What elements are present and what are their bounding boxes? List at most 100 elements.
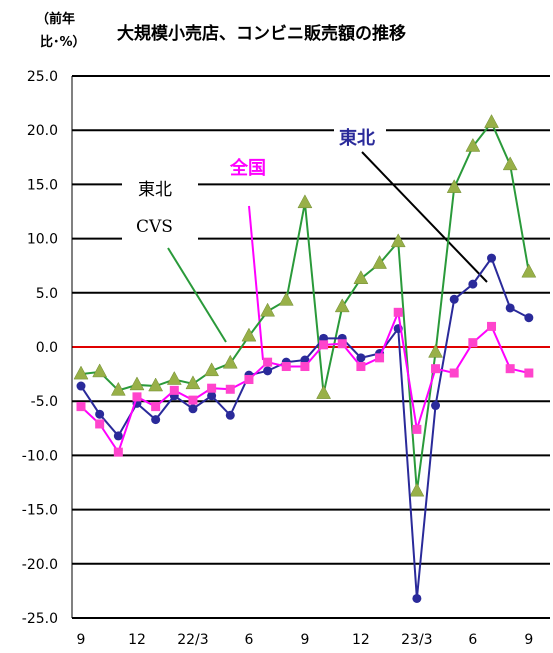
data-point-tohoku_cvs: [73, 365, 89, 380]
data-point-national: [412, 424, 422, 434]
data-point-national: [356, 362, 366, 372]
cvs-label-line2: CVS: [136, 217, 173, 237]
data-point-tohoku_cvs: [372, 255, 387, 269]
data-point-tohoku_cvs: [353, 270, 369, 284]
data-point-national: [300, 362, 310, 372]
data-point-tohoku_dept: [151, 415, 161, 425]
data-point-national: [151, 402, 161, 412]
tohoku-label-box: [334, 124, 386, 150]
data-point-tohoku_dept: [76, 381, 86, 391]
data-point-national: [524, 368, 534, 378]
national-label-box: [224, 154, 274, 180]
x-tick-label: 9: [77, 632, 86, 648]
data-point-tohoku_dept: [505, 303, 515, 313]
data-point-tohoku_dept: [468, 279, 478, 289]
unit-label-line1: （前年: [36, 11, 75, 27]
y-tick-label: -25.0: [22, 611, 58, 627]
x-tick-label: 12: [128, 632, 146, 648]
data-point-national: [188, 395, 198, 405]
data-point-national: [95, 419, 105, 429]
cvs-label-box: [122, 170, 198, 244]
data-point-tohoku_dept: [225, 410, 235, 420]
data-point-national: [468, 338, 478, 348]
data-point-national: [169, 385, 179, 395]
data-point-tohoku_cvs: [110, 381, 126, 396]
data-point-tohoku_cvs: [316, 385, 331, 399]
tohoku-label: 東北: [339, 127, 375, 149]
data-point-national: [207, 383, 217, 393]
data-point-national: [113, 447, 123, 457]
data-point-tohoku_cvs: [484, 114, 499, 128]
tohoku-leader-line: [361, 151, 488, 283]
data-point-national: [319, 340, 329, 350]
data-point-tohoku_cvs: [148, 377, 164, 392]
data-point-tohoku_cvs: [129, 376, 145, 391]
y-tick-label: 10.0: [27, 232, 58, 248]
y-tick-label: 20.0: [27, 123, 58, 139]
y-tick-label: 25.0: [27, 69, 58, 85]
y-tick-label: -10.0: [22, 448, 58, 464]
national-leader-line: [248, 205, 264, 361]
y-tick-label: 15.0: [27, 177, 58, 193]
data-point-national: [505, 364, 515, 374]
data-point-national: [132, 392, 142, 402]
data-point-national: [449, 368, 459, 378]
series-group: [73, 114, 537, 603]
data-point-tohoku_cvs: [278, 291, 294, 306]
data-point-tohoku_cvs: [92, 363, 108, 378]
y-tick-label: 5.0: [36, 286, 58, 302]
data-point-national: [393, 307, 403, 317]
y-tick-label: -15.0: [22, 503, 58, 519]
data-point-tohoku_dept: [188, 404, 198, 414]
y-tick-label: 0.0: [36, 340, 58, 356]
data-point-tohoku_dept: [412, 593, 422, 603]
x-tick-label: 9: [524, 632, 533, 648]
data-point-tohoku_cvs: [428, 343, 443, 358]
data-point-tohoku_dept: [449, 294, 459, 304]
x-tick-label: 6: [244, 632, 253, 648]
data-point-national: [76, 402, 86, 412]
data-point-tohoku_dept: [356, 353, 366, 363]
unit-label-line2: 比･%）: [40, 34, 86, 50]
x-tick-label: 6: [468, 632, 477, 648]
data-point-tohoku_cvs: [409, 482, 425, 497]
data-point-tohoku_cvs: [204, 362, 220, 377]
data-point-tohoku_cvs: [260, 302, 276, 317]
data-point-tohoku_cvs: [446, 179, 462, 193]
cvs-label-line1: 東北: [138, 180, 172, 200]
data-point-tohoku_cvs: [297, 194, 313, 209]
cvs-leader-line: [167, 247, 227, 343]
data-point-national: [487, 321, 497, 331]
data-point-national: [225, 384, 235, 394]
y-tick-label: -5.0: [31, 394, 58, 410]
x-tick-label: 12: [352, 632, 370, 648]
national-label: 全国: [229, 157, 266, 179]
data-point-tohoku_cvs: [334, 298, 350, 313]
y-axis-ticks: 25.0 20.0 15.0 10.0 5.0 0.0 -5.0 -10.0 -15.0 -20.…: [22, 69, 58, 627]
data-point-tohoku_cvs: [465, 137, 481, 152]
y-tick-label: -20.0: [22, 557, 58, 573]
data-point-national: [281, 362, 291, 372]
chart-title: 大規模小売店、コンビニ販売額の推移: [117, 23, 406, 44]
data-point-tohoku_dept: [113, 431, 123, 441]
data-point-national: [375, 353, 385, 363]
data-point-tohoku_cvs: [521, 263, 537, 278]
data-point-tohoku_cvs: [502, 156, 518, 171]
data-point-tohoku_cvs: [185, 375, 201, 390]
data-point-tohoku_dept: [431, 401, 441, 411]
data-point-tohoku_dept: [95, 409, 105, 419]
data-point-tohoku_cvs: [390, 233, 406, 248]
data-point-tohoku_cvs: [241, 327, 257, 342]
data-point-national: [244, 375, 254, 385]
data-point-tohoku_dept: [263, 366, 273, 376]
x-tick-label: 22/3: [177, 632, 208, 648]
data-point-national: [431, 364, 441, 374]
data-point-tohoku_dept: [207, 391, 217, 401]
x-axis-ticks: 9 12 22/3 6 9 12 23/3 6 9: [77, 632, 534, 648]
data-point-tohoku_dept: [524, 313, 534, 323]
data-point-national: [263, 357, 273, 367]
data-point-tohoku_cvs: [166, 370, 182, 385]
x-tick-label: 9: [300, 632, 309, 648]
